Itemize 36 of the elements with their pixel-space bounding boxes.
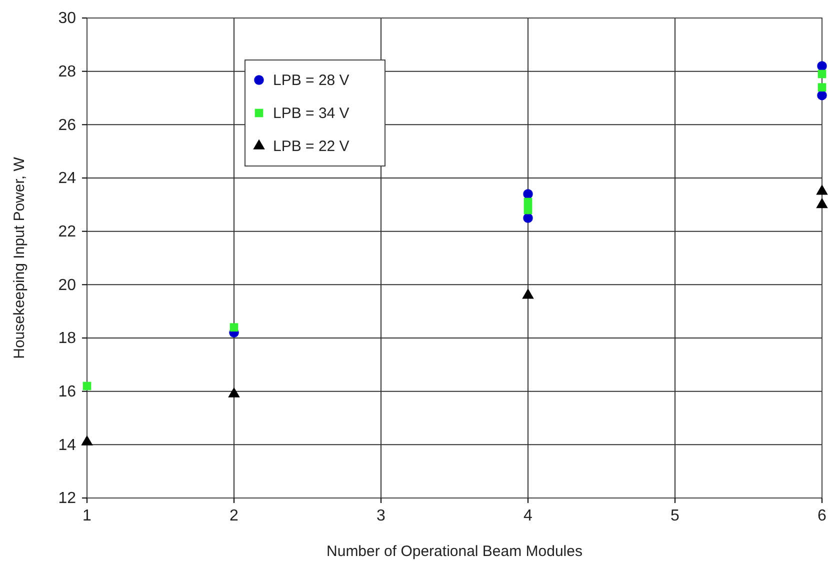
y-axis-title: Housekeeping Input Power, W <box>11 156 28 359</box>
y-tick-label: 14 <box>58 436 76 454</box>
x-tick-label: 3 <box>376 507 386 524</box>
y-tick-label: 18 <box>58 330 76 348</box>
point <box>82 382 92 390</box>
point <box>817 61 827 71</box>
point <box>816 184 828 195</box>
point <box>524 206 532 214</box>
point <box>523 189 533 199</box>
x-tick-label: 5 <box>670 507 680 524</box>
y-tick-label: 22 <box>58 223 76 240</box>
legend-label: LPB = 28 V <box>273 72 350 89</box>
y-tick-label: 16 <box>58 383 76 400</box>
y-tick-label: 12 <box>58 490 76 508</box>
x-tick-label: 4 <box>524 507 533 524</box>
x-tick-label: 6 <box>818 507 827 524</box>
x-tick-label: 2 <box>230 507 239 524</box>
point <box>818 70 826 78</box>
point <box>228 387 240 398</box>
legend-label: LPB = 22 V <box>273 138 350 155</box>
point <box>81 435 93 446</box>
y-tick-label: 24 <box>58 170 76 188</box>
point <box>523 213 533 223</box>
legend-label: LPB = 34 V <box>273 105 350 122</box>
point <box>230 323 238 332</box>
y-tick-label: 20 <box>58 276 76 294</box>
point <box>522 288 534 299</box>
point <box>816 198 828 208</box>
y-tick-label: 30 <box>58 10 76 28</box>
x-tick-label: 1 <box>82 507 92 524</box>
y-tick-label: 28 <box>58 63 76 80</box>
point <box>818 83 826 92</box>
point <box>817 90 827 100</box>
point <box>524 198 532 206</box>
x-axis-title: Number of Operational Beam Modules <box>326 543 582 560</box>
y-tick-label: 26 <box>58 116 76 134</box>
